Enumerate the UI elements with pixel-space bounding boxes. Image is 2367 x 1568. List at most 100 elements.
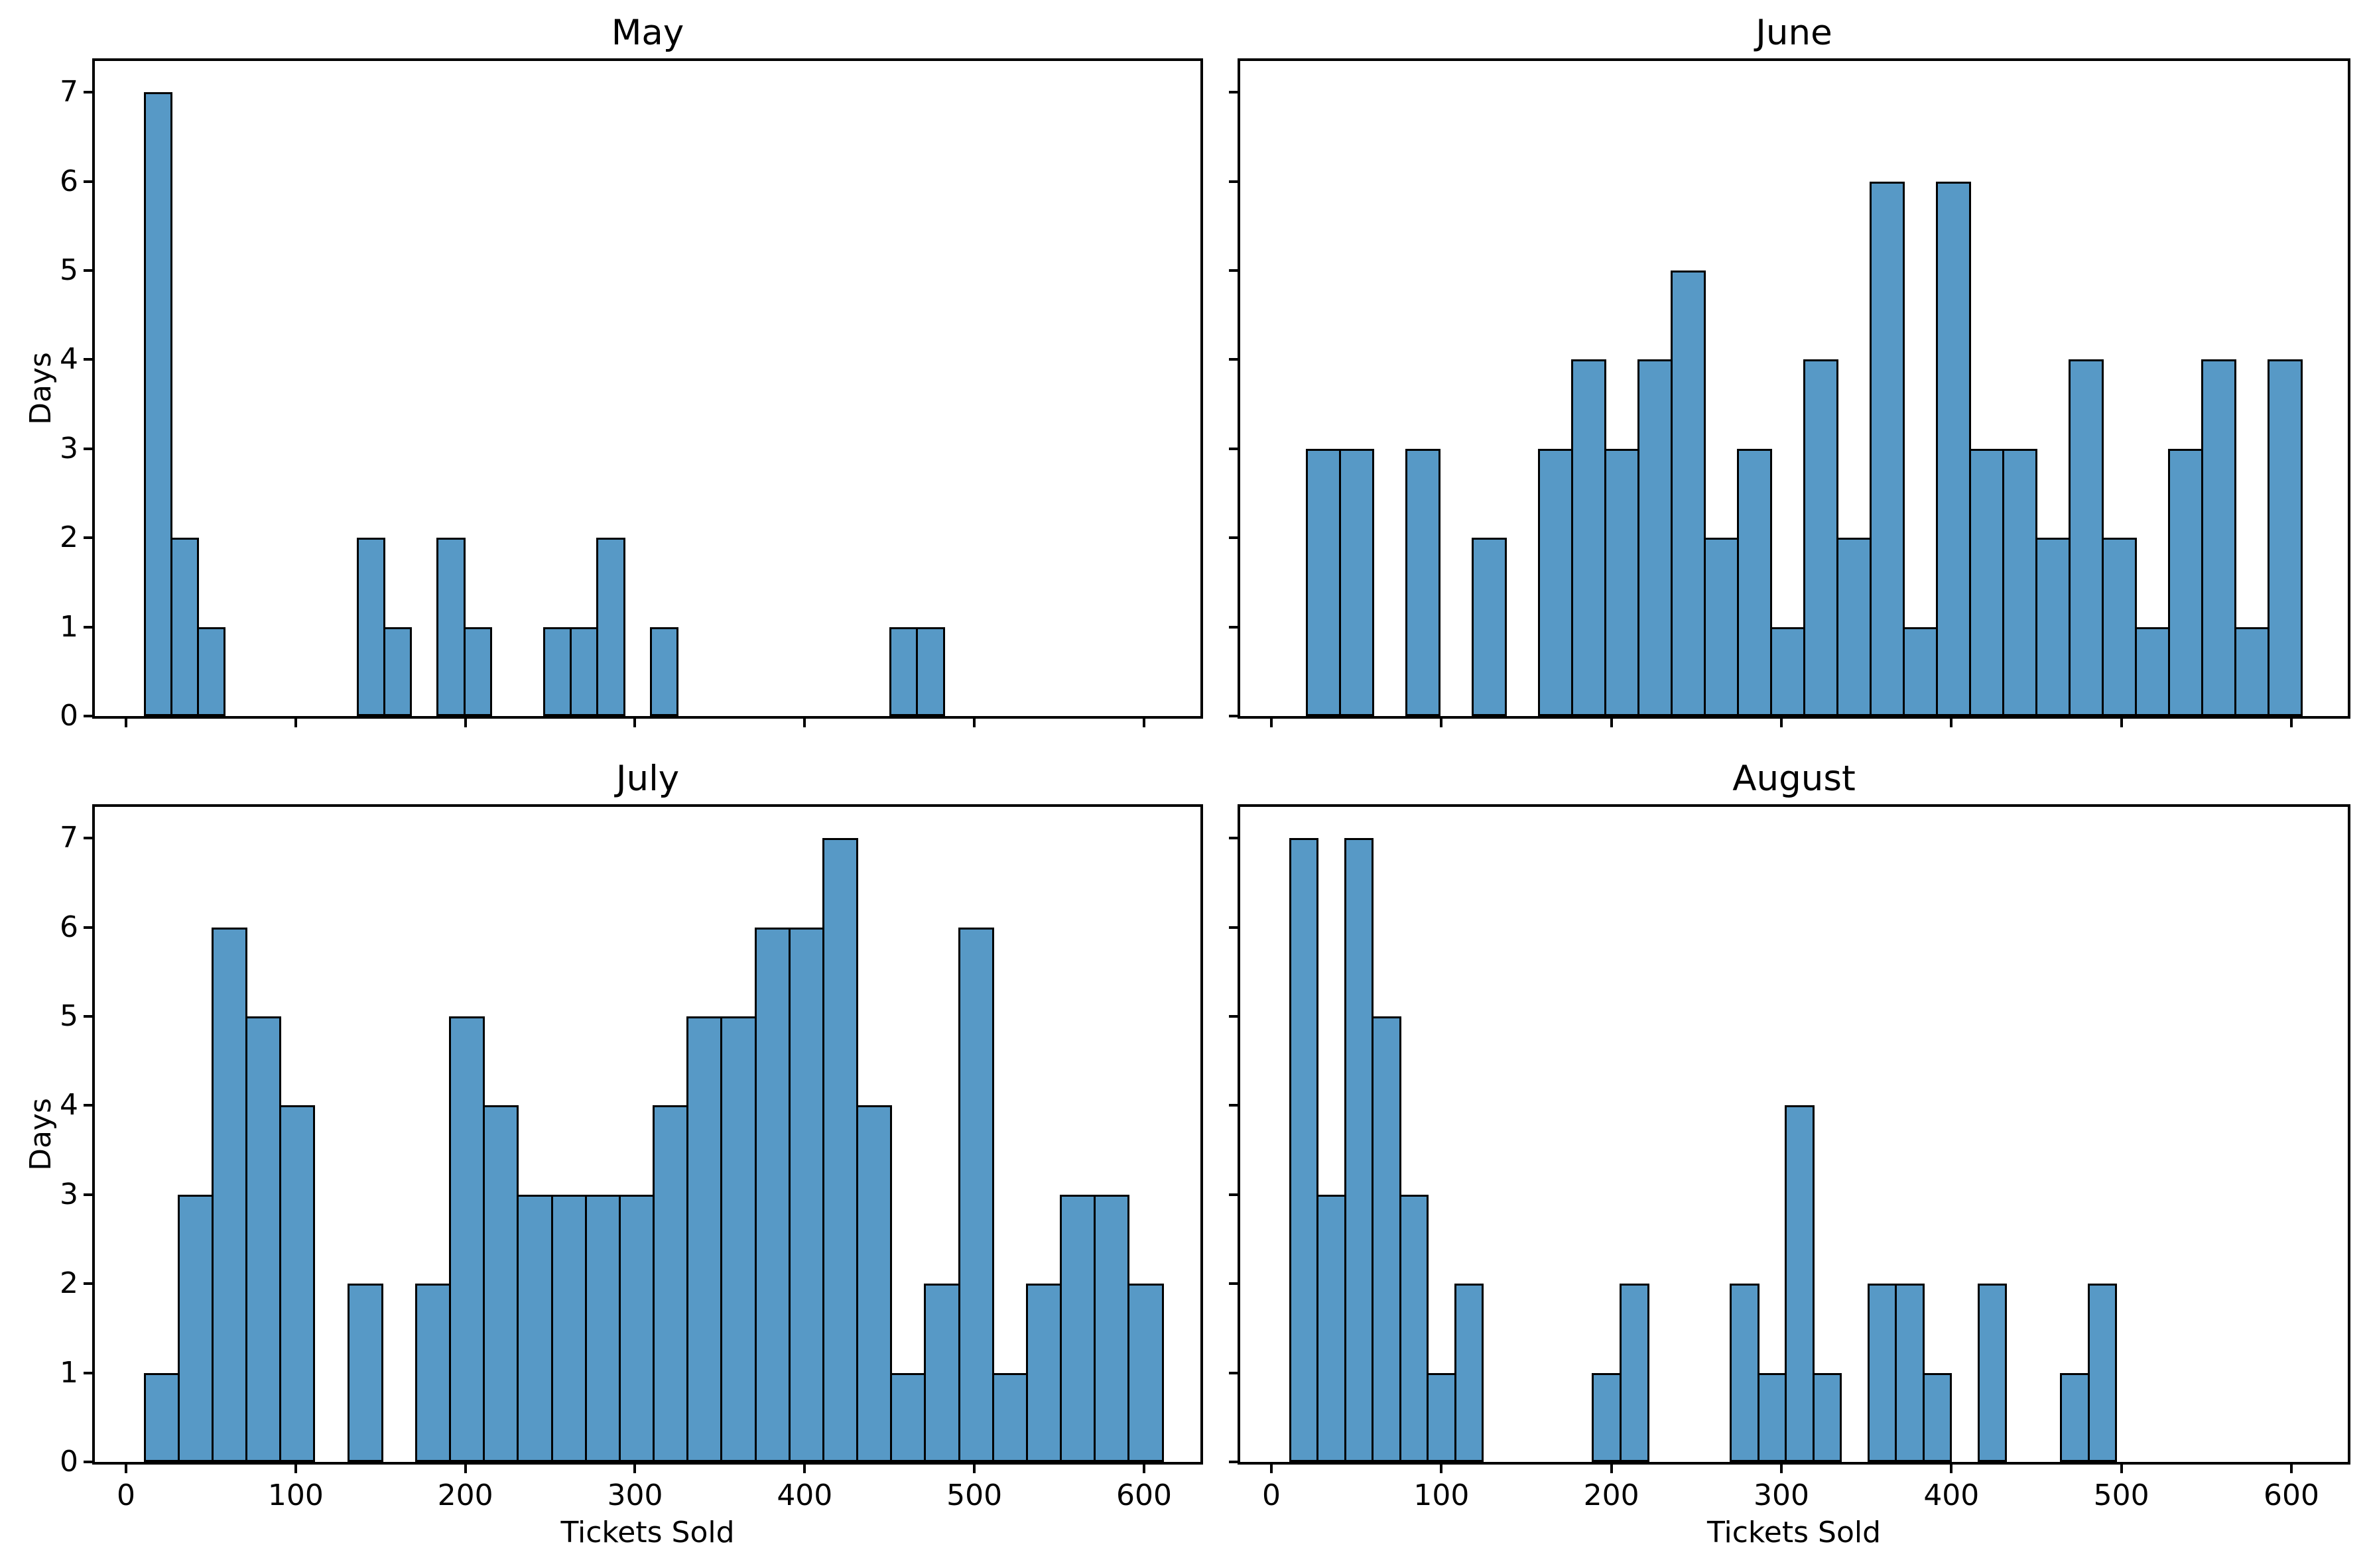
histogram-bar-june xyxy=(1604,448,1640,716)
x-tick-mark xyxy=(2289,719,2293,727)
y-tick-mark xyxy=(84,91,92,94)
y-tick-mark xyxy=(1229,1461,1238,1463)
y-tick-mark xyxy=(84,269,92,272)
histogram-bar-may xyxy=(570,627,599,716)
histogram-bar-july xyxy=(1060,1194,1096,1462)
y-tick-mark xyxy=(84,837,92,840)
x-tick-label: 200 xyxy=(1583,1478,1639,1512)
y-tick-label: 5 xyxy=(60,253,78,287)
x-tick-label: 300 xyxy=(607,1478,663,1512)
histogram-bar-may xyxy=(463,627,492,716)
y-tick-mark xyxy=(84,536,92,540)
histogram-bar-august xyxy=(1867,1284,1897,1462)
x-tick-mark xyxy=(1142,719,1145,727)
y-tick-mark xyxy=(84,1104,92,1107)
histogram-bar-august xyxy=(1344,838,1374,1462)
x-tick-mark xyxy=(125,719,127,727)
histogram-bar-july xyxy=(924,1284,960,1462)
y-tick-label: 0 xyxy=(60,1445,78,1478)
y-tick-mark xyxy=(1229,1193,1238,1196)
histogram-bar-june xyxy=(1903,627,1939,716)
x-tick-mark xyxy=(294,719,297,727)
histogram-bar-june xyxy=(1671,271,1706,716)
y-tick-mark xyxy=(84,1193,92,1196)
x-tick-label: 100 xyxy=(1413,1478,1470,1512)
histogram-bar-may xyxy=(143,92,172,716)
histogram-bar-july xyxy=(653,1105,689,1462)
x-tick-mark xyxy=(2120,719,2123,727)
histogram-bar-august xyxy=(1316,1194,1346,1462)
histogram-bar-may xyxy=(196,627,226,716)
histogram-bar-july xyxy=(211,927,248,1462)
histogram-bar-june xyxy=(1836,538,1872,716)
y-tick-mark xyxy=(1229,625,1238,629)
histogram-bar-may xyxy=(170,538,199,716)
histogram-bar-june xyxy=(1770,627,1806,716)
histogram-bar-july xyxy=(449,1016,485,1462)
histogram-bar-june xyxy=(1538,448,1574,716)
histogram-bar-may xyxy=(436,538,466,716)
x-tick-mark xyxy=(633,1465,637,1473)
x-tick-label: 0 xyxy=(1262,1478,1281,1512)
x-tick-mark xyxy=(633,719,637,727)
x-tick-mark xyxy=(1270,719,1273,727)
histogram-bar-july xyxy=(856,1105,893,1462)
y-tick-mark xyxy=(1229,1015,1238,1018)
x-tick-mark xyxy=(2289,1465,2293,1473)
histogram-bar-july xyxy=(550,1194,587,1462)
x-tick-mark xyxy=(1142,1465,1145,1473)
histogram-bar-july xyxy=(822,838,859,1462)
histogram-bar-july xyxy=(517,1194,553,1462)
histogram-bar-june xyxy=(2002,448,2037,716)
x-tick-label: 600 xyxy=(2263,1478,2319,1512)
histogram-bar-may xyxy=(356,538,386,716)
histogram-bar-july xyxy=(415,1284,452,1462)
histogram-bar-august xyxy=(1454,1284,1484,1462)
histogram-bar-july xyxy=(584,1194,621,1462)
histogram-bar-june xyxy=(2134,627,2170,716)
y-tick-label: 7 xyxy=(60,75,78,109)
histogram-bar-august xyxy=(1289,838,1319,1462)
histogram-bar-june xyxy=(2234,627,2270,716)
axes-may xyxy=(92,58,1203,719)
histogram-bar-june xyxy=(1339,448,1375,716)
x-tick-mark xyxy=(464,719,467,727)
y-tick-label: 1 xyxy=(60,1355,78,1390)
x-tick-label: 400 xyxy=(777,1478,833,1512)
y-tick-mark xyxy=(1229,180,1238,183)
histogram-bar-june xyxy=(1737,448,1773,716)
y-tick-label: 2 xyxy=(60,520,78,555)
histogram-bar-july xyxy=(1127,1284,1164,1462)
y-tick-mark xyxy=(1229,715,1238,717)
y-tick-label: 3 xyxy=(60,1177,78,1211)
histogram-bar-august xyxy=(1757,1372,1787,1462)
histogram-bar-june xyxy=(2201,359,2236,716)
histogram-bar-july xyxy=(720,1016,757,1462)
histogram-bar-july xyxy=(686,1016,723,1462)
y-tick-mark xyxy=(84,447,92,450)
histogram-bar-june xyxy=(2267,359,2303,716)
y-tick-mark xyxy=(1229,1282,1238,1286)
histogram-bar-july xyxy=(245,1016,282,1462)
histogram-bar-august xyxy=(2087,1284,2118,1462)
x-tick-label: 400 xyxy=(1923,1478,1980,1512)
x-tick-mark xyxy=(1610,719,1613,727)
histogram-bar-august xyxy=(1895,1284,1925,1462)
histogram-bar-may xyxy=(383,627,413,716)
x-tick-mark xyxy=(1440,719,1443,727)
y-tick-mark xyxy=(1229,1104,1238,1107)
histogram-bar-july xyxy=(618,1194,655,1462)
histogram-bar-july xyxy=(143,1372,180,1462)
x-axis-label-august: Tickets Sold xyxy=(1706,1516,1882,1549)
histogram-bar-june xyxy=(2167,448,2203,716)
x-tick-mark xyxy=(1610,1465,1613,1473)
x-tick-mark xyxy=(803,1465,806,1473)
y-tick-mark xyxy=(1229,269,1238,272)
y-tick-mark xyxy=(1229,91,1238,94)
histogram-bar-july xyxy=(992,1372,1028,1462)
histogram-bar-may xyxy=(916,627,945,716)
y-tick-label: 4 xyxy=(60,342,78,377)
histogram-bar-june xyxy=(2068,359,2104,716)
x-tick-mark xyxy=(1950,719,1953,727)
y-tick-mark xyxy=(84,1015,92,1018)
